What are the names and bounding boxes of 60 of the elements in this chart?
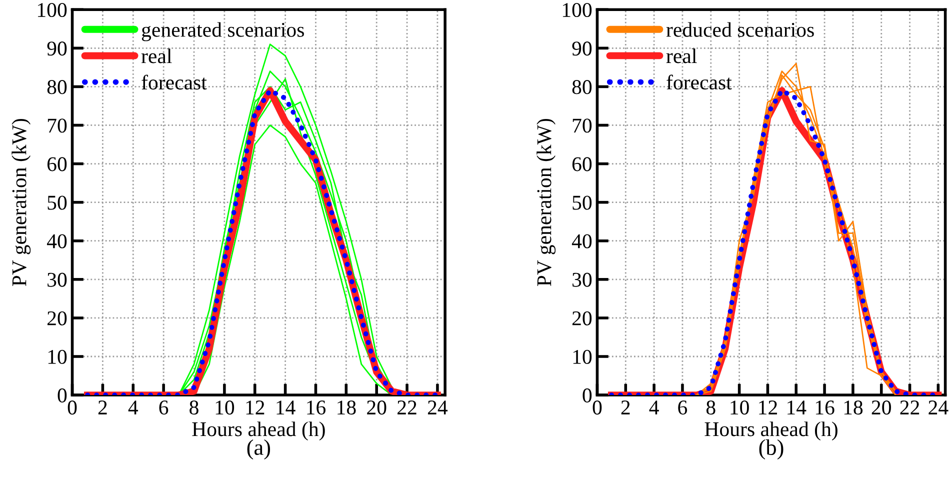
y-tick-label: 50 bbox=[48, 196, 67, 210]
legend-label: real bbox=[141, 48, 172, 64]
x-tick-label: 2 bbox=[621, 400, 630, 414]
x-tick-label: 12 bbox=[246, 400, 264, 414]
y-tick-label: 10 bbox=[48, 350, 67, 364]
x-tick-label: 20 bbox=[367, 400, 386, 415]
x-tick-label: 16 bbox=[307, 400, 326, 415]
x-tick-label: 6 bbox=[678, 400, 688, 415]
x-tick-label: 8 bbox=[190, 400, 198, 415]
y-tick-label: 60 bbox=[572, 157, 592, 172]
x-tick-label: 24 bbox=[928, 400, 948, 414]
y-tick-label: 90 bbox=[572, 42, 592, 56]
x-tick-label: 22 bbox=[900, 400, 920, 414]
x-tick-label: 8 bbox=[706, 400, 716, 415]
y-tick-label: 20 bbox=[572, 311, 592, 326]
y-tick-label: 20 bbox=[47, 311, 67, 326]
y-tick-label: 100 bbox=[562, 2, 592, 18]
x-tick-label: 16 bbox=[816, 400, 834, 415]
x-axis-title: Hours ahead (h) bbox=[704, 422, 838, 440]
x-tick-label: 0 bbox=[592, 400, 602, 415]
legend-label: forecast bbox=[142, 74, 207, 90]
x-tick-label: 24 bbox=[428, 400, 448, 414]
y-tick-label: 50 bbox=[572, 196, 592, 210]
y-tick-label: 30 bbox=[48, 272, 67, 287]
y-tick-label: 0 bbox=[58, 388, 67, 402]
x-tick-label: 0 bbox=[68, 400, 77, 415]
y-tick-label: 80 bbox=[47, 80, 67, 94]
x-tick-label: 2 bbox=[98, 400, 107, 414]
y-tick-label: 30 bbox=[572, 272, 592, 287]
y-tick-label: 10 bbox=[573, 350, 592, 364]
y-tick-label: 80 bbox=[572, 80, 592, 94]
y-tick-label: 70 bbox=[572, 118, 592, 133]
x-tick-label: 18 bbox=[338, 400, 356, 415]
y-tick-label: 90 bbox=[47, 42, 67, 56]
x-tick-label: 4 bbox=[649, 400, 659, 414]
x-tick-label: 4 bbox=[128, 400, 138, 414]
y-tick-label: 40 bbox=[572, 234, 592, 248]
text: (a) bbox=[247, 439, 270, 460]
x-tick-label: 18 bbox=[844, 400, 863, 415]
y-tick-label: 40 bbox=[46, 234, 67, 248]
x-tick-label: 6 bbox=[159, 400, 168, 415]
x-tick-label: 12 bbox=[759, 400, 777, 414]
y-tick-label: 60 bbox=[47, 157, 67, 172]
legend-label: real bbox=[666, 48, 697, 64]
y-axis-title: PV generation (kW) bbox=[536, 118, 556, 286]
legend-label: generated scenarios bbox=[142, 22, 304, 42]
legend-label: forecast bbox=[666, 74, 732, 90]
x-tick-label: 14 bbox=[788, 400, 806, 414]
y-tick-label: 100 bbox=[38, 2, 67, 18]
y-tick-label: 70 bbox=[48, 118, 67, 133]
x-tick-label: 14 bbox=[276, 400, 296, 414]
x-tick-label: 10 bbox=[216, 400, 234, 415]
text: (b) bbox=[759, 439, 784, 460]
x-tick-label: 20 bbox=[872, 400, 891, 415]
y-tick-label: 0 bbox=[582, 388, 592, 402]
x-tick-label: 22 bbox=[398, 400, 416, 414]
y-axis-title: PV generation (kW) bbox=[12, 118, 31, 286]
x-axis-title: Hours ahead (h) bbox=[192, 422, 325, 440]
legend-label: reduced scenarios bbox=[666, 22, 814, 37]
x-tick-label: 10 bbox=[730, 400, 749, 415]
